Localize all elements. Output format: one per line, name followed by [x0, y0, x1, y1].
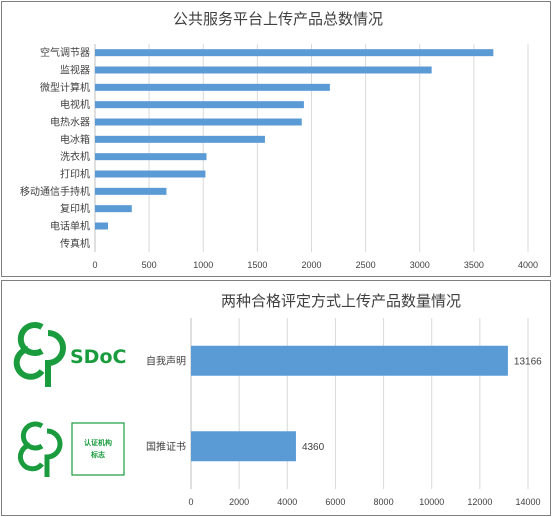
category-label: 复印机 [60, 202, 90, 215]
chart-panel-upload-totals: 公共服务平台上传产品总数情况 0 500 1000 1500 2000 2500 3000 35… [1, 1, 551, 277]
x-tick-label: 3500 [464, 260, 484, 270]
category-label: 电视机 [60, 98, 90, 111]
bar [95, 187, 167, 195]
chart-title: 两种合格评定方式上传产品数量情况 [221, 292, 461, 310]
category-label: 微型计算机 [40, 81, 90, 94]
bar [95, 205, 132, 213]
category-label: 电冰箱 [60, 133, 90, 146]
x-tick-label: 10000 [419, 497, 444, 507]
bar [191, 431, 296, 462]
x-tick-label: 4000 [277, 497, 297, 507]
bar [95, 49, 494, 57]
certification-mark-label: 标志 [90, 450, 105, 459]
x-tick-label: 3000 [410, 260, 430, 270]
category-label: 移动通信手持机 [20, 185, 90, 198]
x-tick-label: 2000 [301, 260, 321, 270]
data-label: 4360 [302, 442, 325, 453]
bar [95, 118, 302, 126]
x-tick-label: 14000 [515, 497, 540, 507]
x-tick-label: 6000 [325, 497, 345, 507]
x-tick-label: 2000 [229, 497, 249, 507]
x-tick-label: 12000 [467, 497, 492, 507]
category-label: 打印机 [60, 168, 90, 181]
bar [95, 83, 330, 91]
category-label: 自我声明 [146, 354, 186, 367]
category-label: 国推证书 [146, 440, 186, 453]
chart-upload-totals: 公共服务平台上传产品总数情况 0 500 1000 1500 2000 2500 3000 35… [20, 10, 538, 270]
chart-title: 公共服务平台上传产品总数情况 [173, 10, 383, 28]
bar [95, 222, 108, 230]
bar [95, 135, 265, 143]
category-label: 空气调节器 [40, 46, 90, 59]
certification-mark-box [71, 422, 125, 476]
ccc-mark-icon [17, 421, 63, 477]
bar [95, 153, 207, 161]
x-tick-label: 500 [142, 260, 157, 270]
data-label: 13166 [514, 356, 542, 367]
chart-assessment-methods: SDoC 认证机构 标志 两种合格评定方式上传产品数量情况 0 2000 4000 60… [13, 292, 542, 507]
x-tick-label: 0 [92, 260, 97, 270]
certification-logo: 认证机构 标志 [17, 421, 125, 477]
category-label: 电话单机 [50, 220, 90, 233]
bar [95, 101, 304, 109]
chart-panel-assessment-methods: SDoC 认证机构 标志 两种合格评定方式上传产品数量情况 0 2000 4000 60… [1, 280, 551, 516]
ccc-mark-icon [13, 322, 66, 387]
category-label: 传真机 [60, 237, 90, 250]
sdoc-logo: SDoC [13, 322, 126, 387]
category-label: 电热水器 [50, 116, 90, 129]
bar [191, 345, 508, 376]
x-tick-label: 1000 [193, 260, 213, 270]
x-tick-label: 8000 [374, 497, 394, 507]
category-label: 监视器 [60, 64, 90, 77]
bar [95, 66, 432, 74]
x-tick-label: 0 [188, 497, 193, 507]
x-tick-label: 2500 [356, 260, 376, 270]
x-tick-label: 1500 [247, 260, 267, 270]
certification-mark-label: 认证机构 [84, 438, 112, 447]
x-tick-label: 4000 [518, 260, 538, 270]
bar [95, 170, 206, 178]
sdoc-label: SDoC [70, 346, 126, 368]
category-label: 洗衣机 [60, 150, 90, 163]
